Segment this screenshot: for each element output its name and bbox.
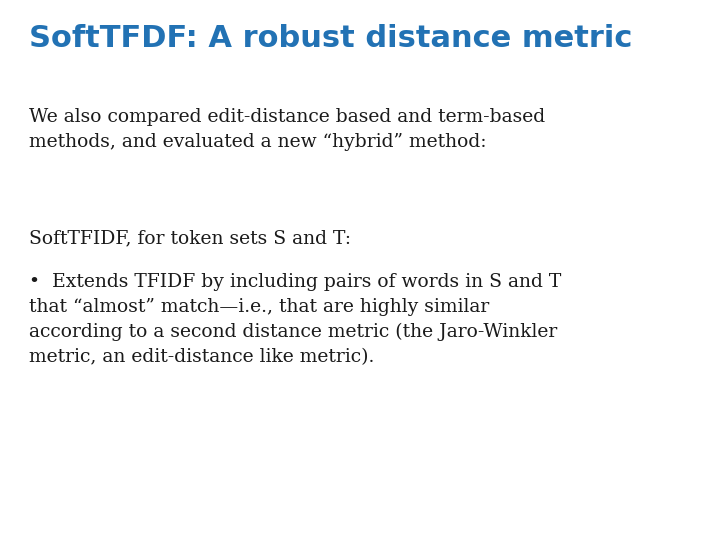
Text: SoftTFIDF, for token sets S and T:: SoftTFIDF, for token sets S and T: [29,230,351,247]
Text: SoftTFDF: A robust distance metric: SoftTFDF: A robust distance metric [29,24,632,53]
Text: •  Extends TFIDF by including pairs of words in S and T
that “almost” match—i.e.: • Extends TFIDF by including pairs of wo… [29,273,561,366]
Text: We also compared edit-distance based and term-based
methods, and evaluated a new: We also compared edit-distance based and… [29,108,545,151]
